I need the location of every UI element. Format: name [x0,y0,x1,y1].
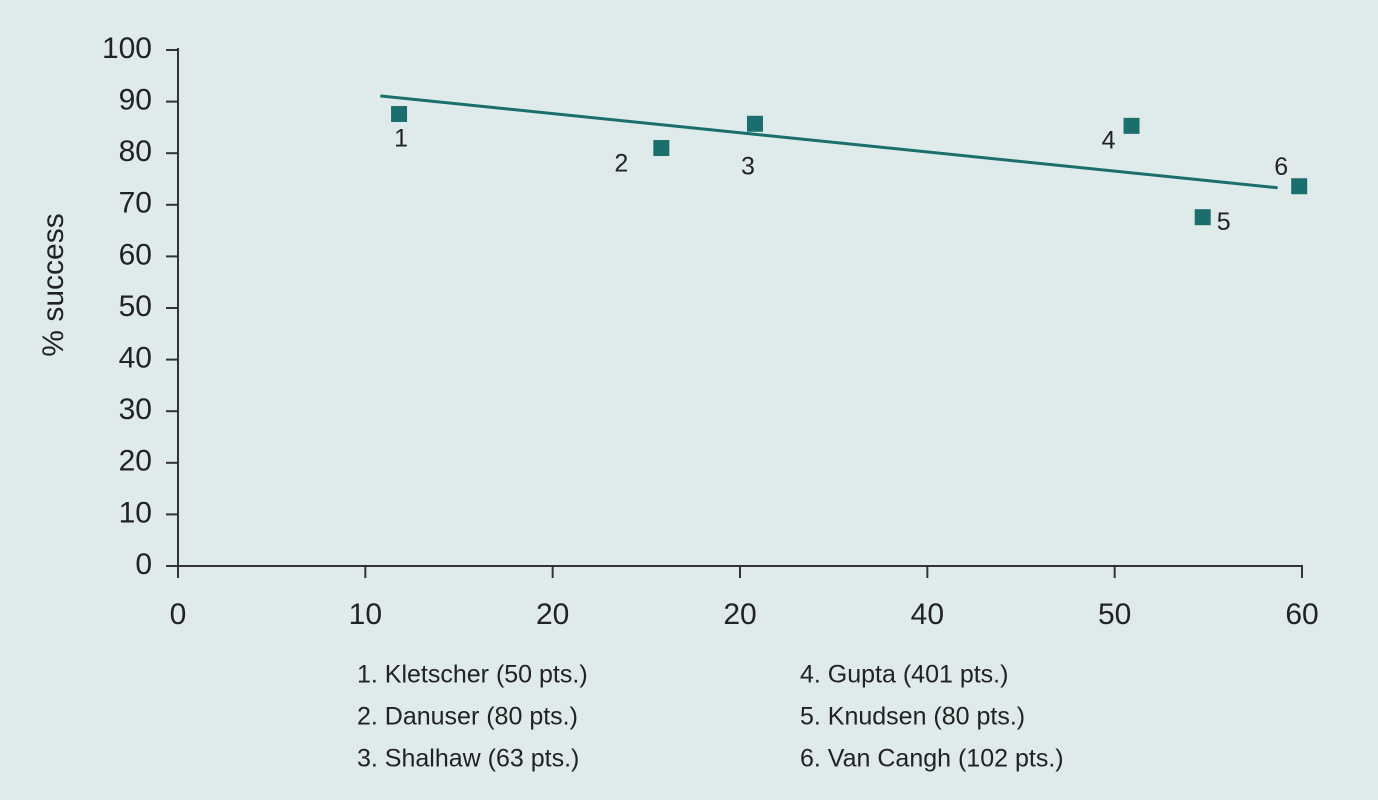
y-tick-label: 50 [119,290,152,323]
y-axis-label: % success [37,213,70,356]
legend-note: 5. Knudsen (80 pts.) [800,703,1025,731]
y-tick-label: 30 [119,393,152,426]
x-tick-label: 20 [723,598,756,631]
x-tick-label: 50 [1098,598,1131,631]
point-label: 1 [394,125,408,153]
y-tick-label: 100 [102,32,152,65]
x-tick-label: 10 [349,598,382,631]
y-tick-label: 0 [135,548,152,581]
x-tick-label: 0 [170,598,187,631]
point [391,105,408,122]
x-tick-label: 40 [911,598,944,631]
legend-note: 1. Kletscher (50 pts.) [357,661,588,689]
y-tick-label: 70 [119,187,152,220]
point-label: 5 [1217,208,1231,236]
y-tick-label: 60 [119,238,152,271]
point-label: 2 [614,150,628,178]
y-tick-label: 10 [119,496,152,529]
legend-note: 6. Van Cangh (102 pts.) [800,745,1064,773]
point-label: 6 [1274,153,1288,181]
legend-note: 2. Danuser (80 pts.) [357,703,578,731]
y-tick-label: 90 [119,84,152,117]
point [653,140,670,157]
point [1194,209,1211,226]
legend-note: 3. Shalhaw (63 pts.) [357,745,579,773]
point [1123,117,1140,134]
y-tick-label: 20 [119,445,152,478]
legend-note: 4. Gupta (401 pts.) [800,661,1008,689]
x-tick-label: 20 [536,598,569,631]
point-label: 3 [741,152,755,180]
y-tick-label: 40 [119,342,152,375]
y-tick-label: 80 [119,135,152,168]
point-label: 4 [1102,126,1116,154]
point [1291,178,1308,195]
point [746,115,763,132]
trendline [380,94,1278,190]
x-tick-label: 60 [1285,598,1318,631]
